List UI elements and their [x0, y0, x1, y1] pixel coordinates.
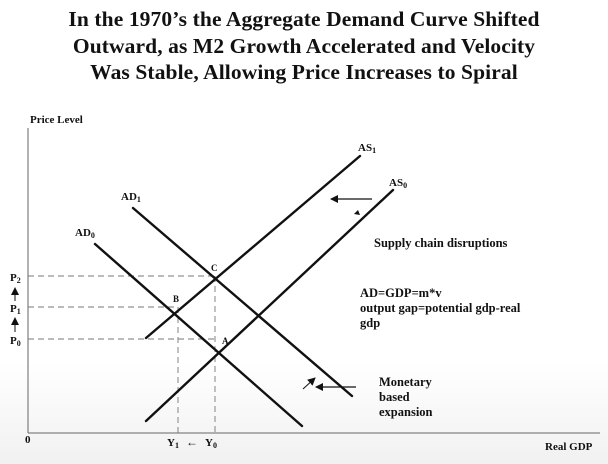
ad1-label: AD1	[121, 191, 141, 204]
x-axis-label: Real GDP	[545, 441, 593, 453]
y1-label: Y1	[167, 437, 179, 450]
p0-label: P0	[10, 335, 21, 348]
point-a-label: A	[222, 336, 229, 346]
point-c-label: C	[211, 263, 218, 273]
ad0-curve	[93, 242, 304, 428]
as0-curve	[144, 188, 395, 423]
monetary-line-3: expansion	[379, 405, 433, 419]
y0-label: Y0	[205, 437, 217, 450]
ad1-curve	[131, 206, 354, 398]
as1-curve	[144, 154, 362, 340]
y-shift-arrow: ←	[186, 435, 198, 449]
title-line-1: In the 1970’s the Aggregate Demand Curve…	[68, 7, 540, 31]
equation-line-1: AD=GDP=m*v	[360, 286, 442, 300]
ad0-label: AD0	[75, 227, 95, 240]
monetary-line-2: based	[379, 390, 410, 404]
y-axis-label: Price Level	[30, 114, 83, 126]
supply-pointer-icon	[354, 210, 360, 215]
supply-chain-note: Supply chain disruptions	[374, 236, 508, 250]
monetary-pointer	[302, 377, 316, 390]
equation-line-2: output gap=potential gdp-real	[360, 301, 521, 315]
origin-label: 0	[25, 434, 31, 446]
as0-label: AS0	[389, 177, 407, 190]
equation-note: AD=GDP=m*v output gap=potential gdp-real…	[360, 286, 520, 331]
p1-label: P1	[10, 303, 21, 316]
slide-title: In the 1970’s the Aggregate Demand Curve…	[0, 6, 608, 86]
title-line-3: Was Stable, Allowing Price Increases to …	[90, 60, 518, 84]
monetary-line-1: Monetary	[379, 375, 432, 389]
point-b-label: B	[173, 294, 179, 304]
monetary-note: Monetary based expansion	[379, 375, 433, 420]
title-line-2: Outward, as M2 Growth Accelerated and Ve…	[72, 33, 536, 58]
p2-label: P2	[10, 272, 21, 285]
equation-line-3: gdp	[360, 316, 381, 330]
as1-label: AS1	[358, 142, 376, 155]
